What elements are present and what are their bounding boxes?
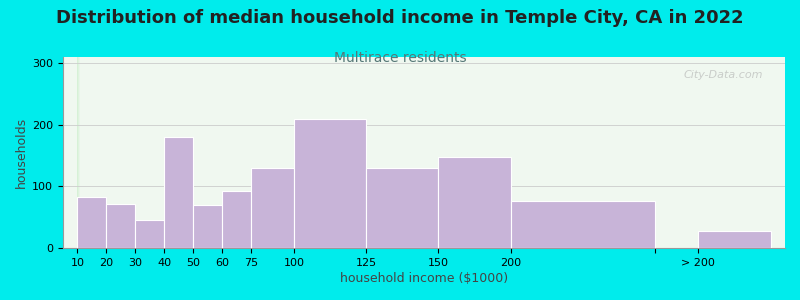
Bar bbox=[193, 205, 222, 248]
Text: Distribution of median household income in Temple City, CA in 2022: Distribution of median household income … bbox=[56, 9, 744, 27]
Bar bbox=[135, 220, 164, 248]
Bar bbox=[366, 168, 438, 248]
Bar bbox=[438, 157, 510, 248]
Text: City-Data.com: City-Data.com bbox=[684, 70, 763, 80]
Bar bbox=[698, 232, 770, 248]
Bar bbox=[250, 168, 294, 248]
Bar bbox=[78, 197, 106, 248]
Bar bbox=[510, 201, 655, 248]
X-axis label: household income ($1000): household income ($1000) bbox=[340, 272, 508, 285]
Bar bbox=[164, 137, 193, 248]
Bar bbox=[222, 191, 250, 248]
Bar bbox=[294, 118, 366, 248]
Y-axis label: households: households bbox=[15, 117, 28, 188]
Text: Multirace residents: Multirace residents bbox=[334, 51, 466, 65]
Bar bbox=[106, 204, 135, 248]
